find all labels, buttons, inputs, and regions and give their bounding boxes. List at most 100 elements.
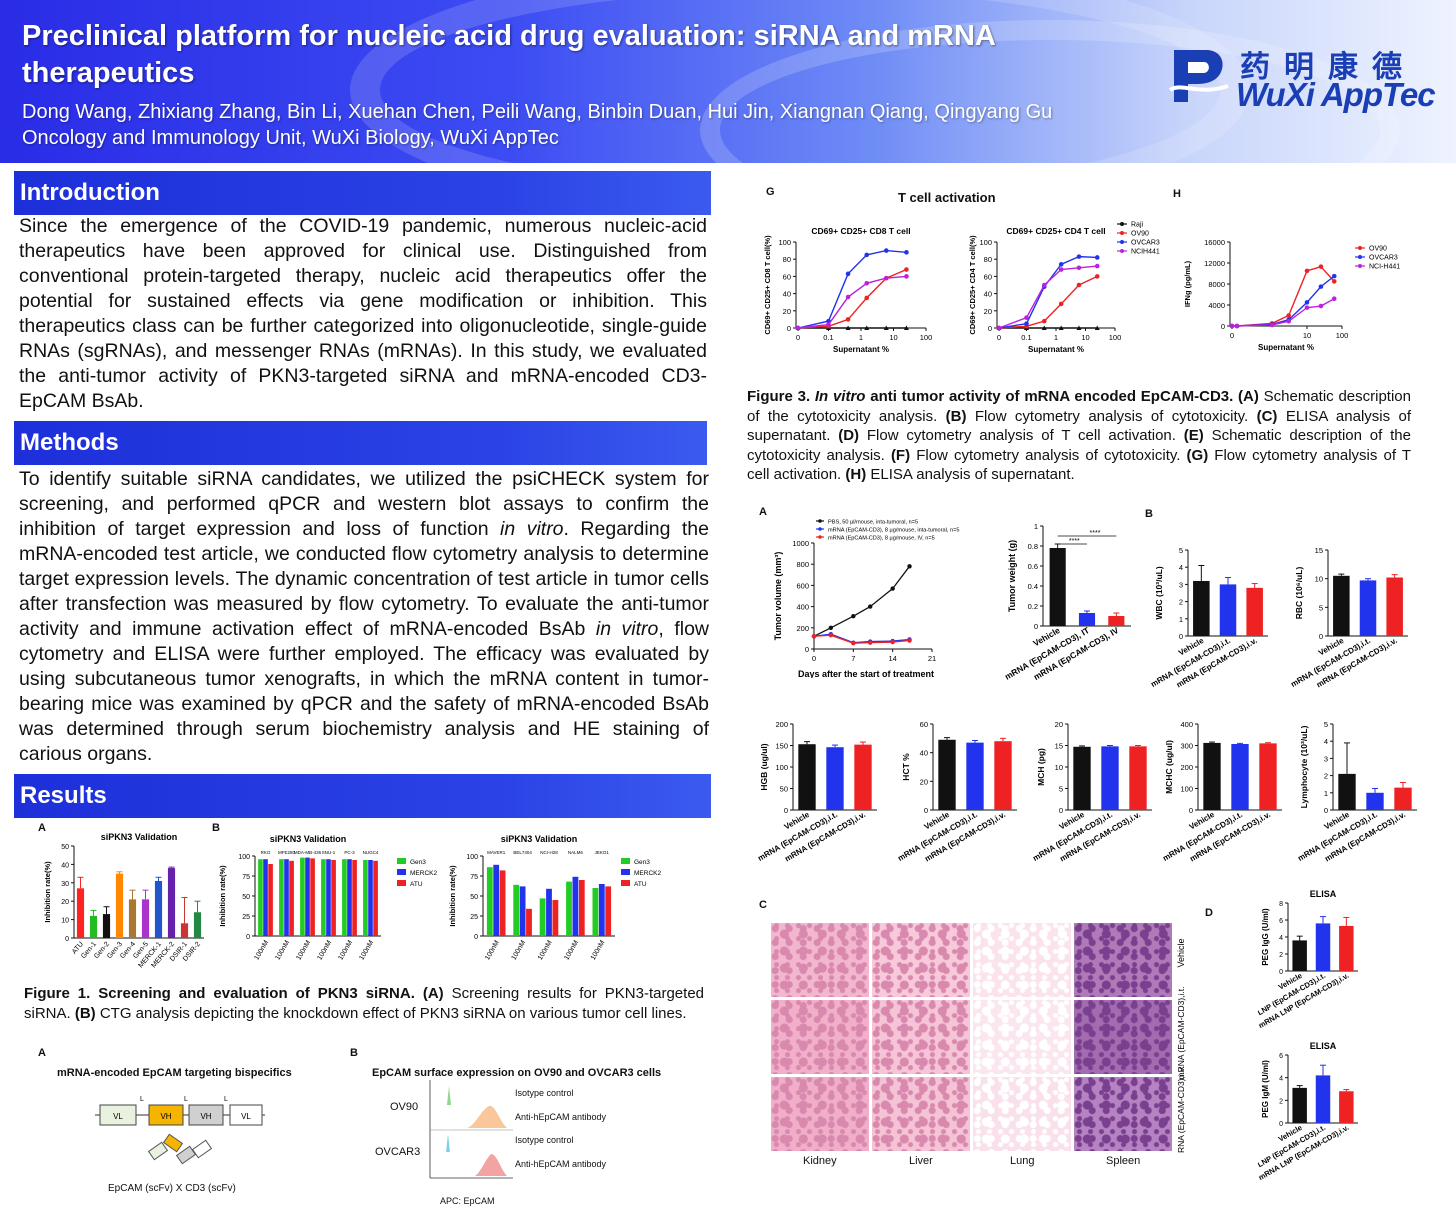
- bar: [798, 744, 816, 810]
- linker-label: L: [184, 1096, 188, 1103]
- bar: [546, 888, 552, 936]
- data-point: [864, 280, 870, 286]
- y-tick-label: 0.2: [1028, 602, 1038, 611]
- bar: [1259, 743, 1277, 810]
- data-point: [1041, 325, 1047, 330]
- x-tick-label: 0: [796, 333, 800, 342]
- data-point: [1024, 315, 1029, 320]
- category-label: 100nM: [274, 939, 291, 961]
- y-tick-label: 16000: [1204, 238, 1225, 247]
- x-tick-label: 14: [888, 654, 896, 663]
- histology-tile-kidney: [771, 1077, 869, 1151]
- y-tick-label: 20: [1055, 720, 1063, 729]
- y-tick-label: 0: [1324, 806, 1328, 815]
- poster-title: Preclinical platform for nucleic acid dr…: [22, 20, 995, 89]
- x-tick-label: 21: [928, 654, 936, 663]
- y-tick-label: 1: [1324, 789, 1328, 798]
- data-point: [996, 325, 1002, 331]
- y-axis-label: Inhibition rate(%): [448, 865, 457, 927]
- bar: [115, 873, 124, 938]
- data-point: [845, 271, 851, 277]
- data-point: [1331, 279, 1337, 284]
- organ-label-kidney: Kidney: [803, 1155, 837, 1167]
- y-axis-label: Lymphocyte (10³/uL): [1299, 725, 1309, 808]
- y-tick-label: 1: [1179, 615, 1183, 624]
- bar: [289, 860, 294, 936]
- data-point: [845, 317, 851, 322]
- y-tick-label: 40: [783, 290, 791, 299]
- data-point: [845, 325, 851, 330]
- data-point: [1331, 296, 1337, 301]
- affiliation: Oncology and Immunology Unit, WuXi Biolo…: [22, 127, 559, 149]
- y-tick-label: 8: [1279, 901, 1283, 908]
- legend-marker: [1358, 246, 1362, 250]
- y-axis-label: Inhibition rate(%): [43, 861, 52, 923]
- y-axis-label: PEG IgM (U/ml): [1261, 1060, 1270, 1118]
- bar: [1219, 584, 1237, 636]
- group-label: NUGC4: [363, 850, 379, 855]
- y-tick-label: 0: [1189, 806, 1193, 815]
- data-point: [1304, 300, 1310, 305]
- x-tick-label: 0: [812, 654, 816, 663]
- y-tick-label: 1: [1034, 522, 1038, 531]
- construct-label: VH: [160, 1112, 171, 1121]
- bar: [1386, 577, 1403, 636]
- y-axis-label: Inhibition rate(%): [218, 865, 227, 927]
- data-point: [864, 295, 870, 301]
- bar: [966, 742, 984, 810]
- y-tick-label: 10: [61, 918, 69, 925]
- organ-label-liver: Liver: [909, 1155, 933, 1167]
- category-label: 100nM: [253, 939, 270, 961]
- group-label: NALM6: [568, 850, 584, 855]
- data-point: [1229, 323, 1235, 329]
- legend-label: OVCAR3: [1131, 240, 1160, 247]
- histology-tile-spleen: [1074, 923, 1172, 997]
- row-label-it: mRNA (EpCAM-CD3),i.t.: [1176, 986, 1186, 1079]
- series-line: [1232, 298, 1335, 327]
- isotype-histogram: [443, 1086, 455, 1105]
- legend-label: MERCK2: [410, 870, 437, 877]
- y-tick-label: 0: [988, 324, 992, 333]
- y-tick-label: 50: [470, 894, 478, 901]
- vh-domain: [188, 1104, 224, 1126]
- legend-label: mRNA (EpCAM-CD3), 8 µg/mouse, inta-tumor…: [828, 528, 959, 534]
- group-label: JEKO1: [595, 850, 610, 855]
- legend-marker: [1120, 222, 1124, 226]
- fig4-panel-d-label: D: [1205, 907, 1213, 919]
- data-point: [907, 564, 912, 569]
- y-tick-label: 1000: [792, 539, 809, 548]
- flow-histograms: [429, 1080, 513, 1179]
- significance-label: ****: [1069, 538, 1080, 545]
- bar: [578, 880, 585, 936]
- organ-label-lung: Lung: [1010, 1155, 1035, 1167]
- bar: [300, 857, 305, 936]
- y-axis-label: PEG IgG (U/ml): [1261, 908, 1270, 966]
- y-tick-label: 4: [1279, 1076, 1283, 1083]
- histology-tile-kidney: [771, 1000, 869, 1074]
- bar: [180, 923, 189, 938]
- y-axis-label: MCHC (ug/ul): [1164, 740, 1174, 794]
- series-line: [1232, 265, 1335, 327]
- bar: [1333, 575, 1350, 636]
- legend-label: mRNA (EpCAM-CD3), 8 µg/mouse, IV, n=5: [828, 536, 935, 542]
- data-point: [1094, 263, 1100, 269]
- y-tick-label: 0: [1221, 322, 1225, 331]
- data-point: [1041, 282, 1047, 288]
- data-point: [828, 633, 834, 638]
- data-point: [1076, 254, 1082, 259]
- bar: [1203, 742, 1221, 810]
- y-tick-label: 100: [778, 238, 791, 247]
- y-tick-label: 40: [61, 862, 69, 869]
- legend-marker: [1120, 249, 1124, 253]
- fig2b-xlabel: APC: EpCAM: [440, 1196, 495, 1206]
- y-axis-label: CD69+ CD25+ CD4 T cell(%): [968, 235, 977, 335]
- x-tick-label: 0: [997, 333, 1001, 342]
- tcell-activation-title: T cell activation: [898, 190, 996, 205]
- x-tick-label: 0.1: [823, 333, 833, 342]
- y-tick-label: 0: [1279, 969, 1283, 976]
